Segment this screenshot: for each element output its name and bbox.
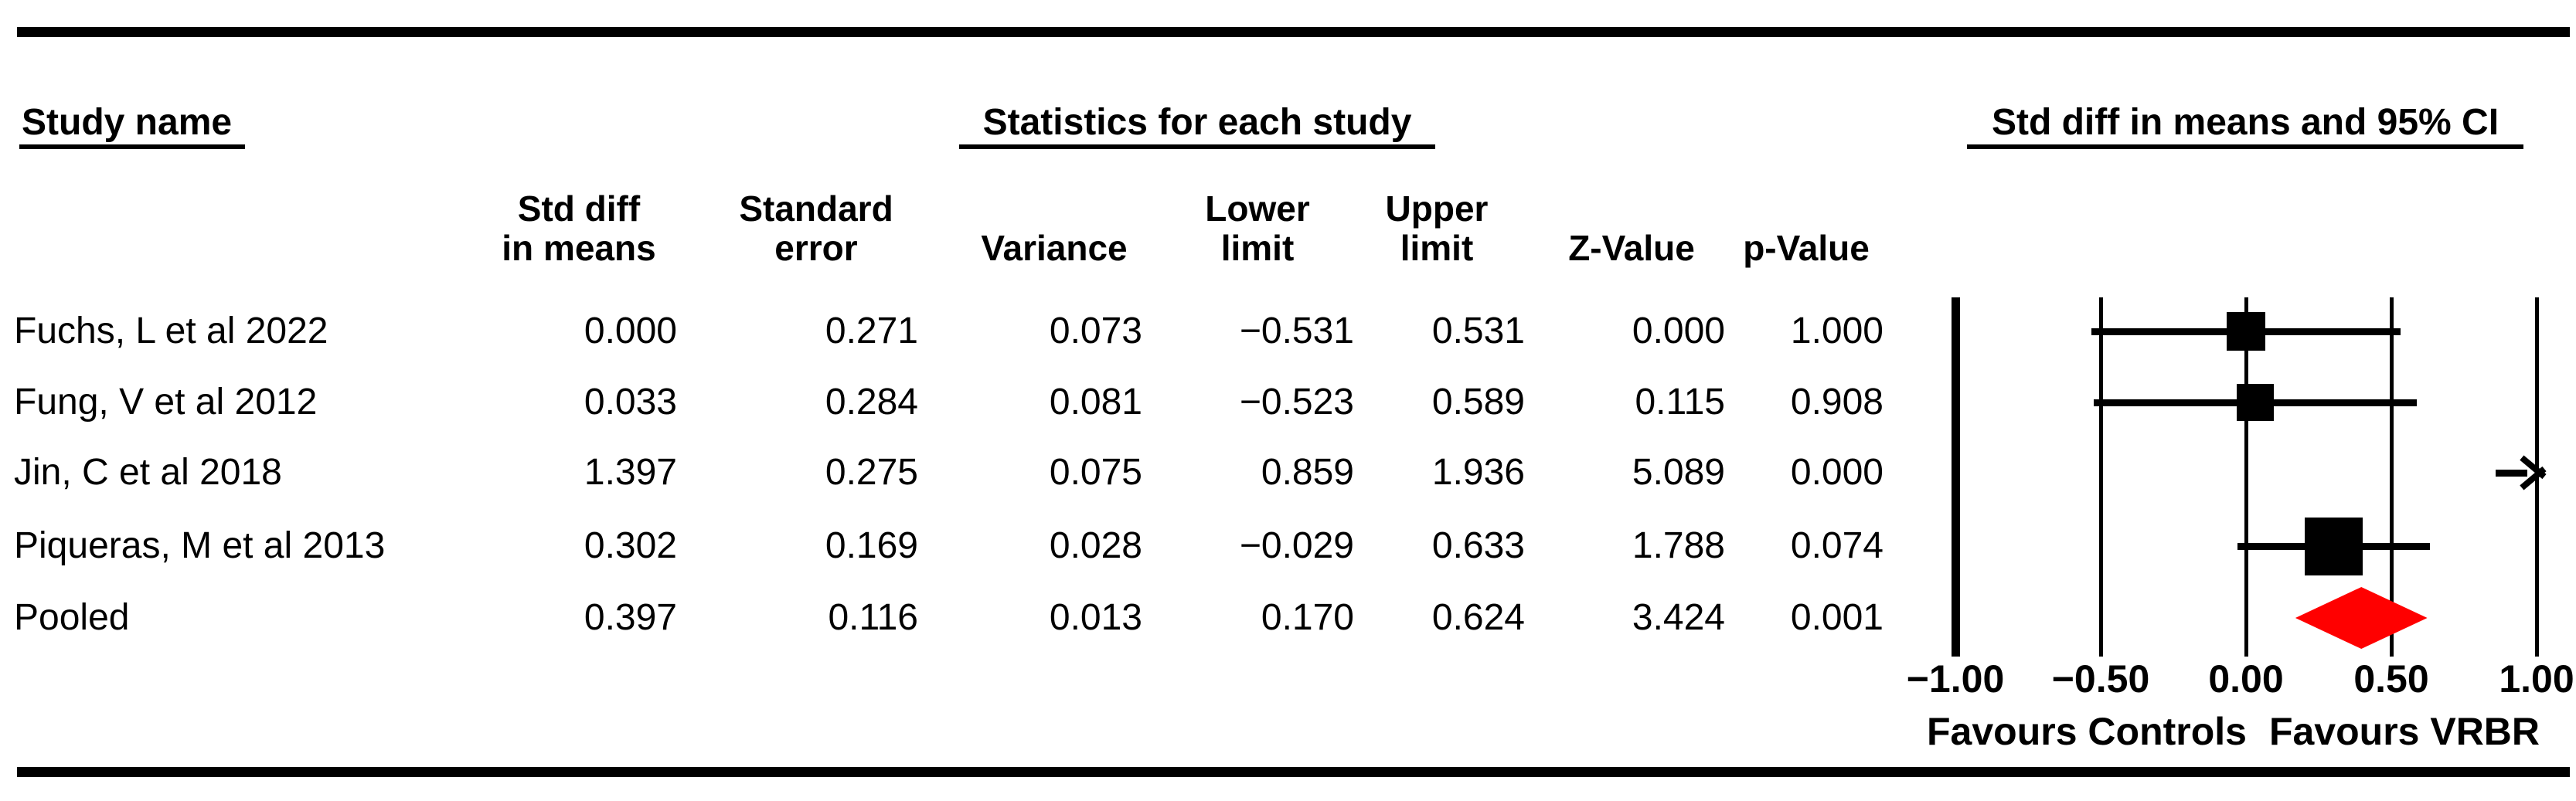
variance-cell: 0.073 (1049, 311, 1142, 351)
x-tick-label: 0.00 (2208, 657, 2284, 701)
z-value-cell: 5.089 (1632, 452, 1725, 493)
z-value-cell: 1.788 (1632, 525, 1725, 566)
col-header-std-err-line1: Standard (739, 188, 893, 229)
col-header-std-err-line2: error (774, 228, 858, 268)
effect-square (2305, 517, 2363, 575)
col-header-lower-limit: Lower limit (1142, 189, 1373, 268)
std-err-cell: 0.275 (825, 452, 918, 493)
lower-limit-cell: −0.523 (1239, 382, 1354, 423)
col-header-p-value: p-Value (1743, 228, 1870, 268)
gridline (2098, 297, 2103, 657)
p-value-cell: 1.000 (1790, 311, 1884, 351)
col-header-std-diff-line2: in means (502, 228, 656, 268)
upper-limit-cell: 1.936 (1431, 452, 1525, 493)
variance-cell: 0.075 (1049, 452, 1142, 493)
col-header-upper-line2: limit (1400, 228, 1474, 268)
bottom-rule (17, 767, 2570, 777)
plot-title-underline (1967, 144, 2523, 149)
lower-limit-cell: −0.531 (1239, 311, 1354, 351)
col-header-std-err: Standard error (700, 189, 932, 268)
pooled-diamond (2295, 587, 2428, 649)
effect-square (2227, 312, 2265, 351)
col-header-upper-limit: Upper limit (1321, 189, 1553, 268)
col-header-z-value: Z-Value (1568, 228, 1695, 268)
x-tick-label: −0.50 (2051, 657, 2150, 701)
upper-limit-cell: 0.531 (1431, 311, 1525, 351)
lower-limit-cell: −0.029 (1239, 525, 1354, 566)
z-value-cell: 0.115 (1635, 382, 1725, 423)
statistics-underline (959, 144, 1435, 149)
top-rule (17, 27, 2570, 37)
x-tick-label: −1.00 (1906, 657, 2005, 701)
p-value-cell: 0.001 (1790, 597, 1884, 638)
col-header-std-diff-line1: Std diff (517, 188, 641, 229)
lower-limit-cell: 0.859 (1261, 452, 1354, 493)
ci-bar (2495, 469, 2527, 477)
gridline (2389, 297, 2394, 657)
z-value-cell: 0.000 (1632, 311, 1725, 351)
x-tick-label: 0.50 (2353, 657, 2429, 701)
axis-frame-line (1951, 297, 1960, 657)
std-diff-cell: 0.000 (584, 311, 677, 351)
study-name-cell: Fung, V et al 2012 (14, 382, 318, 423)
std-diff-cell: 0.302 (584, 525, 677, 566)
variance-cell: 0.013 (1049, 597, 1142, 638)
variance-cell: 0.081 (1049, 382, 1142, 423)
study-name-cell: Fuchs, L et al 2022 (14, 311, 328, 351)
lower-limit-cell: 0.170 (1261, 597, 1354, 638)
study-name-cell: Jin, C et al 2018 (14, 452, 282, 493)
upper-limit-cell: 0.589 (1431, 382, 1525, 423)
gridline (2244, 297, 2248, 657)
col-header-lower-line2: limit (1220, 228, 1295, 268)
col-header-lower-line1: Lower (1205, 188, 1310, 229)
p-value-cell: 0.000 (1790, 452, 1884, 493)
study-name-cell: Piqueras, M et al 2013 (14, 525, 386, 566)
x-tick-label: 1.00 (2499, 657, 2574, 701)
p-value-cell: 0.908 (1790, 382, 1884, 423)
std-diff-cell: 0.033 (584, 382, 677, 423)
favours-left-label: Favours Controls (1927, 710, 2247, 753)
upper-limit-cell: 0.633 (1431, 525, 1525, 566)
std-err-cell: 0.271 (825, 311, 918, 351)
col-header-upper-line1: Upper (1385, 188, 1489, 229)
col-header-std-diff: Std diff in means (463, 189, 695, 268)
std-diff-cell: 1.397 (584, 452, 677, 493)
z-value-cell: 3.424 (1632, 597, 1725, 638)
upper-limit-cell: 0.624 (1431, 597, 1525, 638)
std-err-cell: 0.116 (828, 597, 918, 638)
variance-cell: 0.028 (1049, 525, 1142, 566)
std-err-cell: 0.169 (825, 525, 918, 566)
plot-title: Std diff in means and 95% CI (1991, 102, 2499, 143)
std-diff-cell: 0.397 (584, 597, 677, 638)
col-header-variance: Variance (981, 228, 1128, 268)
statistics-header: Statistics for each study (982, 102, 1412, 143)
p-value-cell: 0.074 (1790, 525, 1884, 566)
effect-square (2237, 384, 2275, 421)
study-name-underline (19, 144, 245, 149)
std-err-cell: 0.284 (825, 382, 918, 423)
favours-right-label: Favours VRBR (2268, 710, 2540, 753)
study-name-cell: Pooled (14, 597, 130, 638)
study-name-header: Study name (22, 102, 233, 143)
